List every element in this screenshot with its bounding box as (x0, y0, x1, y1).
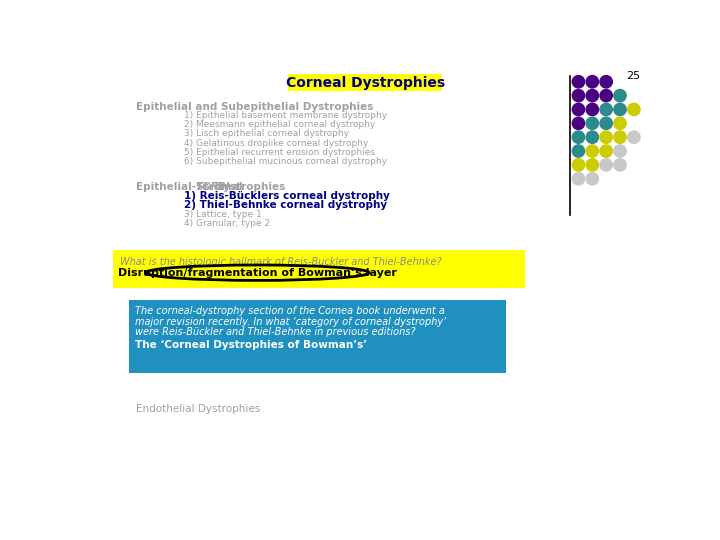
Circle shape (614, 145, 626, 157)
Circle shape (614, 159, 626, 171)
FancyBboxPatch shape (288, 74, 442, 91)
Text: The corneal-dystrophy section of the Cornea book underwent a: The corneal-dystrophy section of the Cor… (135, 306, 445, 316)
Circle shape (572, 145, 585, 157)
Circle shape (600, 145, 612, 157)
Text: 5) Epithelial recurrent erosion dystrophies: 5) Epithelial recurrent erosion dystroph… (184, 148, 375, 157)
Text: Epithelial and Subepithelial Dystrophies: Epithelial and Subepithelial Dystrophies (135, 102, 373, 112)
Circle shape (586, 159, 598, 171)
Circle shape (586, 117, 598, 130)
FancyBboxPatch shape (129, 300, 506, 373)
Circle shape (586, 90, 598, 102)
Text: 6) Subepithelial mucinous corneal dystrophy: 6) Subepithelial mucinous corneal dystro… (184, 157, 387, 166)
Circle shape (586, 103, 598, 116)
Circle shape (572, 90, 585, 102)
Circle shape (614, 103, 626, 116)
Text: 4) Granular, type 2: 4) Granular, type 2 (184, 219, 270, 228)
Text: Dystrophies: Dystrophies (212, 182, 286, 192)
Text: 2) Meesmann epithelial corneal dystrophy: 2) Meesmann epithelial corneal dystrophy (184, 120, 375, 129)
Circle shape (628, 103, 640, 116)
Text: major revision recently. In what ‘category of corneal dystrophy’: major revision recently. In what ‘catego… (135, 316, 446, 327)
Text: TGFBI: TGFBI (196, 182, 230, 192)
Circle shape (614, 131, 626, 143)
Circle shape (572, 76, 585, 88)
Text: 25: 25 (626, 71, 640, 81)
FancyBboxPatch shape (113, 249, 526, 288)
Circle shape (600, 131, 612, 143)
Circle shape (628, 131, 640, 143)
Text: Endothelial Dystrophies: Endothelial Dystrophies (135, 403, 260, 414)
Text: 3) Lattice, type 1: 3) Lattice, type 1 (184, 210, 262, 219)
Text: 2) Thiel-Behnke corneal dystrophy: 2) Thiel-Behnke corneal dystrophy (184, 200, 387, 210)
Circle shape (572, 173, 585, 185)
Text: 4) Gelatinous droplike corneal dystrophy: 4) Gelatinous droplike corneal dystrophy (184, 139, 369, 148)
Circle shape (586, 173, 598, 185)
Text: 3) Lisch epithelial corneal dystrophy: 3) Lisch epithelial corneal dystrophy (184, 130, 349, 138)
Ellipse shape (145, 265, 369, 280)
Text: Epithelial-Stromal: Epithelial-Stromal (135, 182, 246, 192)
Circle shape (572, 131, 585, 143)
Circle shape (600, 90, 612, 102)
Text: 1) Reis-Bücklers corneal dystrophy: 1) Reis-Bücklers corneal dystrophy (184, 191, 390, 201)
Circle shape (586, 76, 598, 88)
Circle shape (586, 145, 598, 157)
Circle shape (572, 117, 585, 130)
Circle shape (600, 76, 612, 88)
Circle shape (600, 159, 612, 171)
Circle shape (572, 103, 585, 116)
Circle shape (600, 103, 612, 116)
Text: Disruption/fragmentation of Bowman’s layer: Disruption/fragmentation of Bowman’s lay… (118, 268, 397, 278)
Circle shape (614, 117, 626, 130)
Text: 1) Epithelial basement membrane dystrophy: 1) Epithelial basement membrane dystroph… (184, 111, 387, 120)
Text: Corneal Dystrophies: Corneal Dystrophies (286, 76, 445, 90)
Circle shape (600, 117, 612, 130)
Text: The ‘Corneal Dystrophies of Bowman’s’: The ‘Corneal Dystrophies of Bowman’s’ (135, 340, 367, 350)
Circle shape (572, 159, 585, 171)
Circle shape (614, 90, 626, 102)
Circle shape (586, 131, 598, 143)
Text: were Reis-Bückler and Thiel-Behnke in previous editions?: were Reis-Bückler and Thiel-Behnke in pr… (135, 327, 415, 338)
Text: What is the histologic hallmark of Reis-Buckler and Thiel-Behnke?: What is the histologic hallmark of Reis-… (120, 257, 441, 267)
